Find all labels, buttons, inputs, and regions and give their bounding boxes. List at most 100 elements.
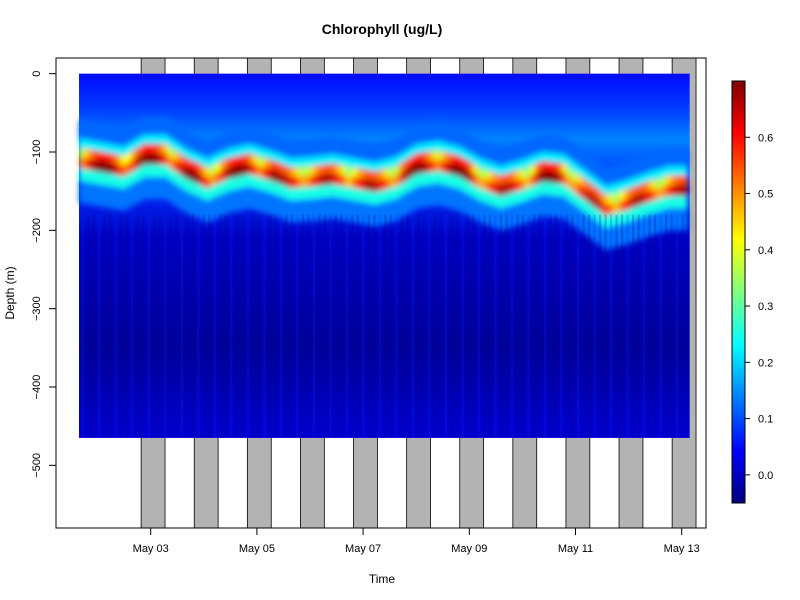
profile-streak xyxy=(389,214,393,438)
chlorophyll-cell xyxy=(131,122,138,141)
chlorophyll-cell xyxy=(440,124,447,143)
chlorophyll-cell xyxy=(367,143,374,162)
chlorophyll-cell xyxy=(288,158,295,168)
chlorophyll-cell xyxy=(440,161,447,173)
chlorophyll-cell xyxy=(487,171,494,186)
chlorophyll-cell xyxy=(157,153,164,165)
chlorophyll-cell xyxy=(84,149,91,164)
chlorophyll-cell xyxy=(288,167,295,182)
profile-streak xyxy=(626,214,629,438)
chlorophyll-cell xyxy=(529,155,536,166)
chlorophyll-cell xyxy=(89,140,96,151)
chlorophyll-cell xyxy=(540,194,547,217)
chlorophyll-cell xyxy=(241,127,248,146)
profile-streak xyxy=(257,214,260,438)
chlorophyll-cell xyxy=(587,216,594,239)
chlorophyll-cell xyxy=(314,165,321,180)
chlorophyll-cell xyxy=(94,151,101,166)
chlorophyll-cell xyxy=(681,175,688,190)
chlorophyll-cell xyxy=(288,177,295,189)
x-axis: May 03 May 05 May 07 May 09 May 11 May 13 xyxy=(133,528,700,555)
chlorophyll-cell xyxy=(629,220,636,243)
chlorophyll-cell xyxy=(419,162,426,174)
colorbar-tick-label: 0.1 xyxy=(758,414,773,426)
chlorophyll-cell xyxy=(79,180,85,203)
profile-streak xyxy=(230,214,233,438)
chlorophyll-cell xyxy=(655,211,662,234)
chlorophyll-cell xyxy=(624,199,630,210)
chlorophyll-cell xyxy=(251,164,258,176)
chlorophyll-cell xyxy=(435,170,442,184)
chlorophyll-cell xyxy=(566,167,573,182)
profile-streak xyxy=(351,214,354,438)
chlorophyll-cell xyxy=(173,151,180,166)
chlorophyll-cell xyxy=(330,184,337,197)
chlorophyll-cell xyxy=(655,188,662,199)
profile-streak xyxy=(395,214,398,438)
chlorophyll-cell xyxy=(493,146,499,165)
chlorophyll-cell xyxy=(482,189,489,203)
chlorophyll-cell xyxy=(325,173,332,185)
chlorophyll-cell xyxy=(210,155,216,166)
profile-streak xyxy=(510,214,514,438)
chlorophyll-cell xyxy=(398,172,405,184)
chlorophyll-cell xyxy=(482,202,489,225)
chlorophyll-cell xyxy=(524,187,531,201)
chlorophyll-cell xyxy=(257,129,264,148)
chlorophyll-cell xyxy=(314,198,321,221)
chlorophyll-cell xyxy=(278,196,285,219)
chlorophyll-cell xyxy=(503,146,510,165)
chlorophyll-cell xyxy=(178,187,185,210)
chlorophyll-cell xyxy=(582,170,589,180)
chlorophyll-cell xyxy=(272,182,279,195)
chlorophyll-cell xyxy=(320,197,326,220)
chlorophyll-cell xyxy=(84,121,91,140)
chlorophyll-cell xyxy=(582,152,589,171)
profile-streak xyxy=(186,214,189,438)
chlorophyll-cell xyxy=(587,155,594,174)
chlorophyll-cell xyxy=(131,182,138,205)
profile-streak xyxy=(197,214,200,438)
chlorophyll-cell xyxy=(645,202,651,215)
chlorophyll-cell xyxy=(629,197,636,209)
chlorophyll-cell xyxy=(445,162,452,174)
chlorophyll-cell xyxy=(482,160,489,170)
chlorophyll-cell xyxy=(666,148,672,167)
colorbar-tick-label: 0.3 xyxy=(758,301,773,313)
chlorophyll-cell xyxy=(461,179,468,192)
chlorophyll-cell xyxy=(676,148,683,167)
profile-streak xyxy=(290,214,293,438)
chlorophyll-cell xyxy=(377,142,384,161)
profile-streak xyxy=(455,214,459,438)
chlorophyll-cell xyxy=(309,199,316,221)
chlorophyll-cell xyxy=(383,201,389,224)
chlorophyll-cell xyxy=(576,184,583,196)
plot-frame xyxy=(55,57,707,529)
chlorophyll-cell xyxy=(676,175,683,190)
chlorophyll-cell xyxy=(189,170,195,181)
chlorophyll-cell xyxy=(199,198,206,221)
profile-streak xyxy=(191,214,194,438)
chlorophyll-cell xyxy=(634,218,641,241)
chlorophyll-cell xyxy=(639,193,646,205)
profile-streak xyxy=(114,214,117,438)
chlorophyll-cell xyxy=(456,128,463,147)
chlorophyll-cell xyxy=(341,165,347,180)
chlorophyll-cell xyxy=(168,168,174,181)
chlorophyll-cell xyxy=(445,143,452,154)
chlorophyll-cell xyxy=(225,178,232,192)
chlorophyll-cell xyxy=(257,156,264,171)
profile-streak xyxy=(422,214,426,438)
chlorophyll-cell xyxy=(634,195,641,207)
chlorophyll-cell xyxy=(676,166,683,176)
chlorophyll-cell xyxy=(210,198,216,221)
chlorophyll-cell xyxy=(220,193,227,216)
y-axis: 0 −100 −200 −300 −400 −500 xyxy=(31,71,56,478)
chlorophyll-cell xyxy=(194,183,201,196)
chlorophyll-cell xyxy=(330,136,337,155)
chlorophyll-cell xyxy=(267,159,274,174)
profile-streak xyxy=(235,214,238,438)
chlorophyll-cell xyxy=(341,138,347,157)
chlorophyll-cell xyxy=(283,198,290,221)
